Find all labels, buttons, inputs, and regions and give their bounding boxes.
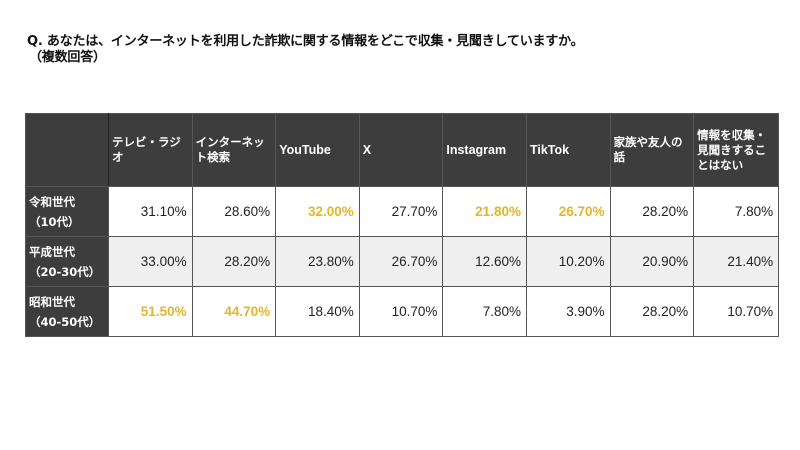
table-cell-value: 21.40% (693, 236, 780, 287)
table-corner-cell (25, 113, 109, 187)
column-header-tiktok: TikTok (525, 113, 611, 187)
column-header-youtube: YouTube (275, 113, 360, 187)
table-cell-value: 31.10% (108, 186, 193, 237)
row-header: 令和世代 （10代） (25, 186, 109, 237)
table-cell-value: 44.70% (191, 286, 277, 337)
row-header: 昭和世代 （40-50代） (25, 286, 109, 337)
table-cell-value: 10.20% (525, 236, 611, 287)
question-line-1: Q. あなたは、インターネットを利用した詐欺に関する情報をどこで収集・見聞きして… (27, 34, 584, 49)
table-cell-value: 23.80% (275, 236, 360, 287)
table-cell-value: 3.90% (525, 286, 611, 337)
table-cell-value: 28.20% (191, 236, 277, 287)
table-cell-value: 26.70% (358, 236, 444, 287)
table-cell-value: 33.00% (108, 236, 193, 287)
table-cell-value: 26.70% (525, 186, 611, 237)
table-cell-value: 51.50% (108, 286, 193, 337)
table-cell-value: 27.70% (358, 186, 444, 237)
column-header-x: X (358, 113, 444, 187)
row-label-age: （20-30代） (29, 264, 101, 279)
table-cell-value: 28.60% (191, 186, 277, 237)
table-row-reiwa: 令和世代 （10代） 31.10% 28.60% 32.00% 27.70% 21.80% 2… (25, 186, 780, 237)
column-header-instagram: Instagram (442, 113, 527, 187)
survey-results-table: テレビ・ラジオ インターネット検索 YouTube X Instagram Ti… (25, 113, 780, 337)
question-title: Q. あなたは、インターネットを利用した詐欺に関する情報をどこで収集・見聞きして… (27, 34, 584, 66)
table-cell-value: 10.70% (358, 286, 444, 337)
row-header: 平成世代 （20-30代） (25, 236, 109, 287)
table-row-heisei: 平成世代 （20-30代） 33.00% 28.20% 23.80% 26.70% 12.6… (25, 236, 780, 287)
table-cell-value: 12.60% (442, 236, 527, 287)
question-line-2: （複数回答） (29, 50, 106, 65)
table-cell-value: 28.20% (609, 186, 695, 237)
table-cell-value: 32.00% (275, 186, 360, 237)
table-cell-value: 28.20% (609, 286, 695, 337)
table-cell-value: 18.40% (275, 286, 360, 337)
table-cell-value: 20.90% (609, 236, 695, 287)
table-row-showa: 昭和世代 （40-50代） 51.50% 44.70% 18.40% 10.70% 7.80… (25, 286, 780, 337)
column-header-family-friends: 家族や友人の話 (609, 113, 695, 187)
table-cell-value: 10.70% (693, 286, 780, 337)
column-header-internet-search: インターネット検索 (191, 113, 277, 187)
table-header-row: テレビ・ラジオ インターネット検索 YouTube X Instagram Ti… (25, 113, 780, 187)
table-cell-value: 7.80% (693, 186, 780, 237)
row-label-generation: 昭和世代 (29, 294, 75, 309)
row-label-age: （10代） (29, 214, 80, 229)
row-label-generation: 平成世代 (29, 244, 75, 259)
table-cell-value: 7.80% (442, 286, 527, 337)
row-label-age: （40-50代） (29, 314, 101, 329)
table-cell-value: 21.80% (442, 186, 527, 237)
column-header-no-info: 情報を収集・見聞きすることはない (693, 113, 780, 187)
row-label-generation: 令和世代 (29, 194, 75, 209)
column-header-tv-radio: テレビ・ラジオ (108, 113, 193, 187)
